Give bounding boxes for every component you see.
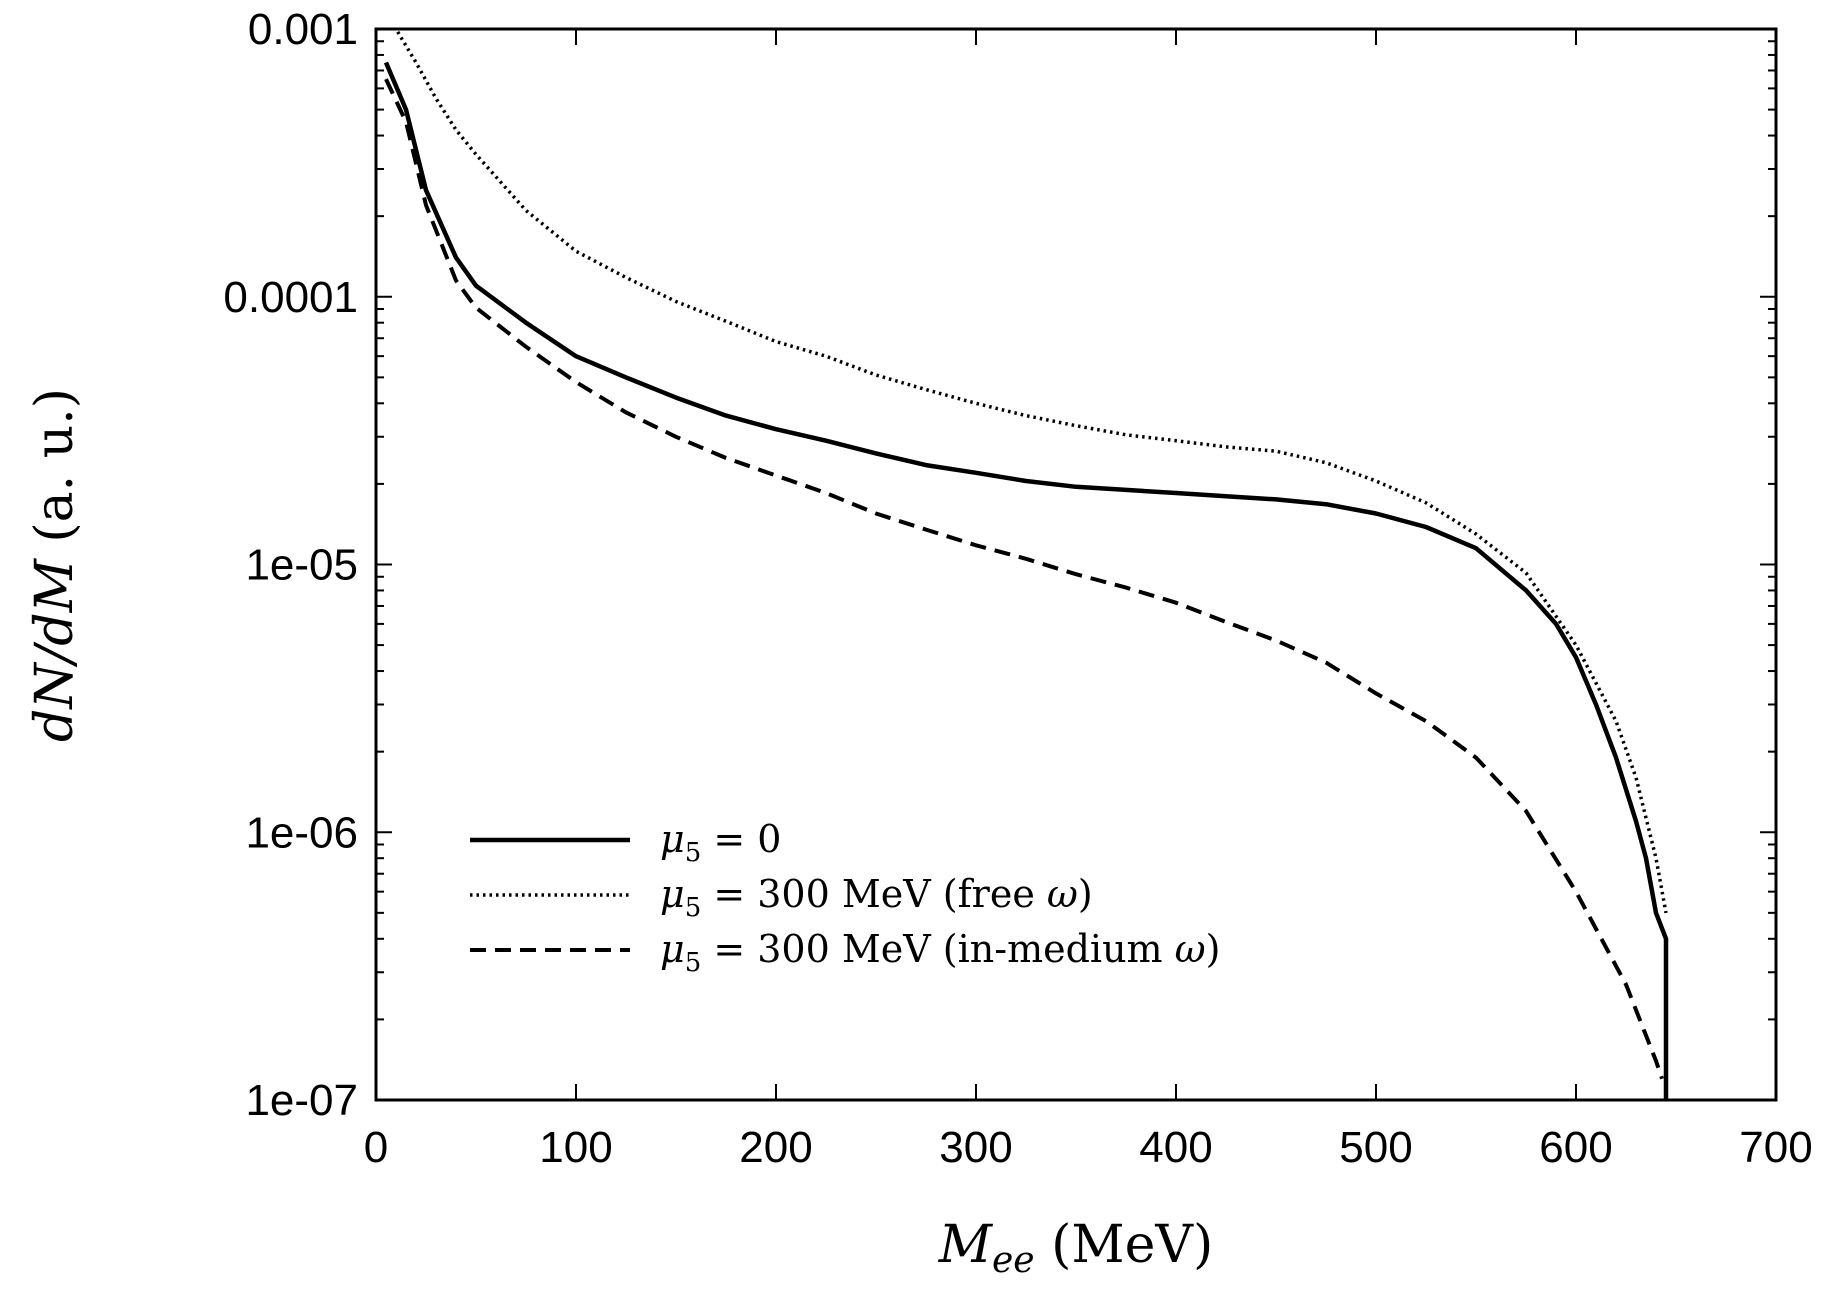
legend: μ5 = 0 μ5 = 300 MeV (free ω) μ5 = 300 Me… bbox=[470, 817, 1220, 978]
x-tick-label: 700 bbox=[1739, 1123, 1812, 1172]
series-line-free-omega bbox=[393, 29, 1668, 914]
x-tick-label: 300 bbox=[939, 1123, 1012, 1172]
x-tick-label: 500 bbox=[1339, 1123, 1412, 1172]
y-tick-label: 1e-06 bbox=[245, 808, 358, 857]
x-tick-label: 200 bbox=[739, 1123, 812, 1172]
series-line-mu5-0 bbox=[383, 61, 1669, 1100]
y-tick-label: 1e-07 bbox=[245, 1076, 358, 1125]
plot-frame bbox=[374, 27, 1778, 1102]
legend-label-in-medium-omega: μ5 = 300 MeV (in-medium ω) bbox=[660, 927, 1220, 978]
x-tick-label: 600 bbox=[1539, 1123, 1612, 1172]
y-tick-label: 1e-05 bbox=[245, 541, 358, 590]
x-axis-title: Mee (MeV) bbox=[938, 1215, 1214, 1281]
legend-label-free-omega: μ5 = 300 MeV (free ω) bbox=[660, 872, 1093, 923]
series bbox=[383, 29, 1669, 1100]
y-tick-label: 0.001 bbox=[248, 5, 358, 54]
x-tick-label: 0 bbox=[364, 1123, 388, 1172]
x-tick-label: 400 bbox=[1139, 1123, 1212, 1172]
legend-label-mu5-0: μ5 = 0 bbox=[660, 817, 781, 868]
x-tick-label: 100 bbox=[539, 1123, 612, 1172]
y-tick-label: 0.0001 bbox=[223, 273, 358, 322]
tick-labels: 0 100 200 300 400 500 600 700 1e-07 1e-06 1e-05 0.0… bbox=[223, 5, 1812, 1172]
series-line-in-medium-omega bbox=[384, 78, 1664, 1080]
y-axis-title: dN/dM (a. u.) bbox=[25, 388, 85, 742]
